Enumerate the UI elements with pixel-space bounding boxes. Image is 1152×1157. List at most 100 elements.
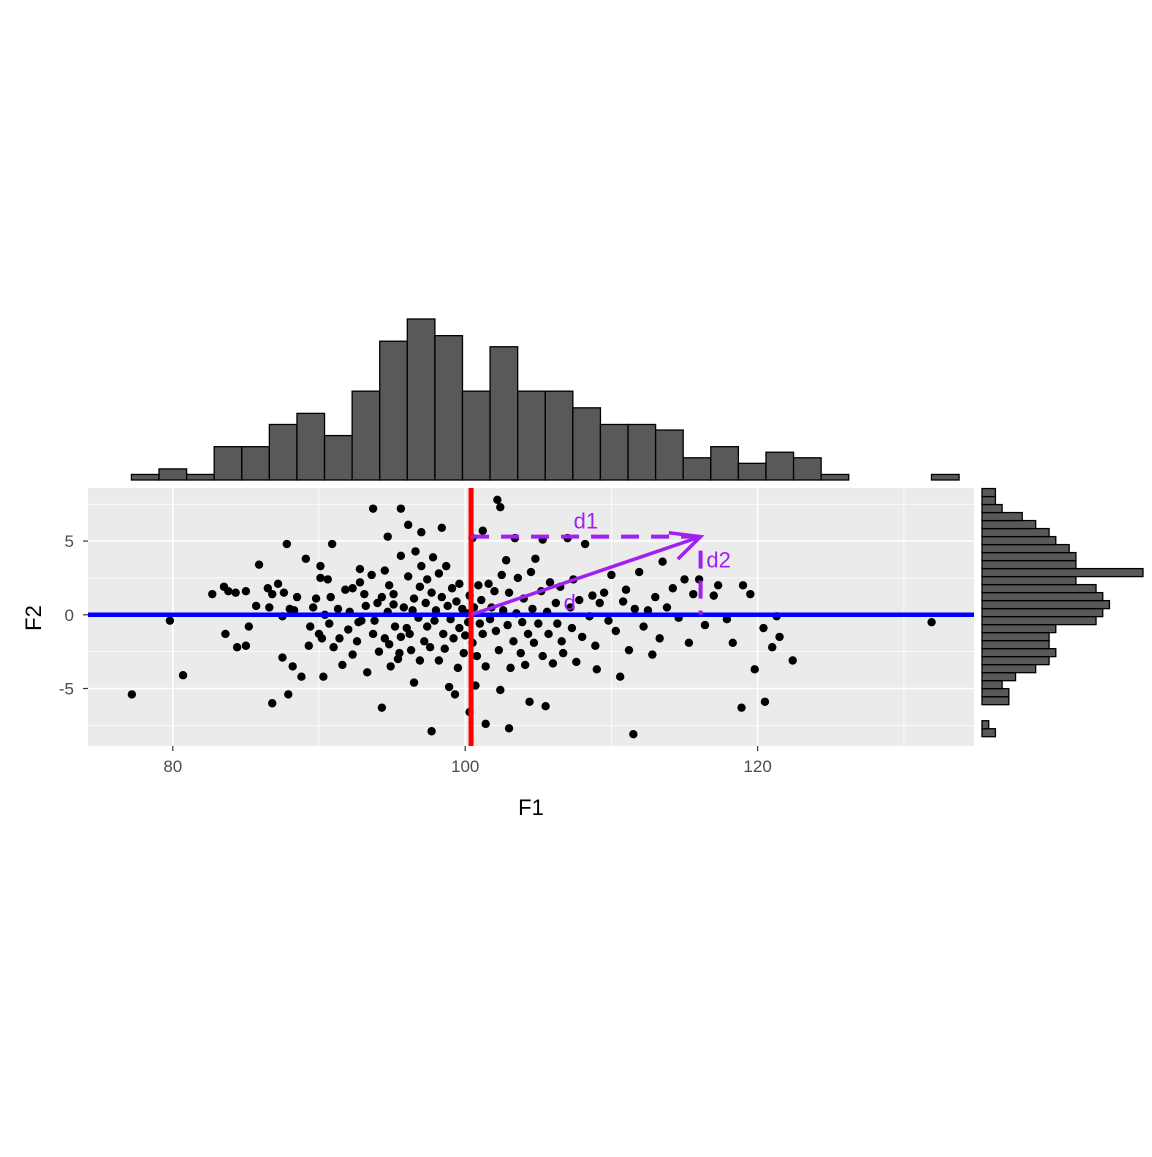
scatter-point — [607, 570, 616, 580]
scatter-point — [344, 625, 353, 634]
right-histogram — [981, 487, 1144, 738]
scatter-point — [221, 629, 230, 639]
scatter-point — [630, 604, 640, 614]
scatter-point — [384, 581, 394, 590]
y-tick-label: 5 — [65, 532, 74, 551]
top-histogram-bar — [268, 423, 298, 481]
scatter-point — [360, 589, 369, 599]
scatter-point — [575, 595, 584, 605]
scatter-point — [523, 629, 533, 639]
scatter-point — [370, 616, 379, 625]
top-histogram-bar — [682, 457, 712, 481]
right-histogram-bar — [981, 623, 1057, 634]
scatter-point — [746, 589, 755, 599]
scatter-point — [651, 592, 660, 602]
scatter-point — [491, 626, 501, 636]
reference-lines — [88, 488, 974, 746]
scatter-point — [251, 601, 261, 611]
scatter-point — [273, 579, 283, 589]
scatter-point — [335, 634, 344, 643]
d-vector-line — [470, 534, 702, 617]
right-histogram-bar — [981, 503, 1003, 514]
scatter-point — [557, 637, 566, 646]
scatter-point — [427, 727, 436, 736]
scatter-point — [494, 645, 504, 655]
scatter-point — [361, 601, 370, 611]
scatter-point — [390, 622, 400, 631]
scatter-point — [421, 598, 430, 608]
right-histogram-bar — [981, 575, 1077, 586]
right-histogram-bar — [981, 664, 1037, 674]
scatter-point — [437, 592, 447, 602]
scatter-point — [428, 553, 438, 562]
scatter-point — [503, 620, 512, 630]
scatter-point — [326, 592, 335, 602]
scatter-point — [297, 672, 306, 681]
label-d2: d2 — [706, 548, 730, 573]
scatter-point — [306, 622, 315, 631]
scatter-point — [668, 584, 678, 593]
scatter-point — [501, 556, 511, 565]
scatter-point — [415, 582, 425, 591]
scatter-point — [377, 703, 387, 712]
axes: 80 100 120 -5 0 5 — [59, 532, 772, 776]
scatter-point — [352, 637, 362, 646]
scatter-point — [634, 567, 644, 577]
scatter-point — [558, 648, 568, 658]
scatter-point — [447, 584, 457, 593]
y-tick-label: 0 — [65, 606, 74, 625]
scatter-point — [459, 648, 468, 658]
scatter-point — [289, 606, 299, 615]
scatter-point — [588, 591, 597, 600]
top-histogram-bar — [323, 434, 353, 481]
x-tick-label: 80 — [163, 757, 182, 776]
scatter-point — [520, 660, 530, 670]
right-histogram-bar — [981, 527, 1050, 538]
right-histogram-bar — [981, 728, 997, 738]
scatter-point — [525, 697, 534, 706]
scatter-point — [440, 644, 449, 653]
scatter-point — [282, 539, 292, 549]
scatter-point — [722, 615, 732, 624]
right-histogram-bar — [981, 519, 1037, 530]
scatter-point — [434, 569, 444, 578]
scatter-point — [396, 504, 406, 513]
scatter-point — [403, 520, 413, 530]
right-histogram-bar — [981, 495, 997, 506]
scatter-point — [551, 598, 561, 608]
scatter-point — [662, 603, 672, 612]
scatter-point — [737, 703, 746, 712]
scatter-point — [713, 581, 723, 590]
scatter-point — [425, 643, 435, 652]
right-histogram-bar — [981, 543, 1070, 554]
scatter-point — [529, 638, 539, 647]
scatter-point — [461, 631, 470, 640]
scatter-point — [531, 554, 540, 563]
scatter-point — [415, 656, 425, 665]
scatter-point — [368, 504, 378, 513]
scatter-point — [374, 647, 384, 656]
scatter-point — [304, 641, 313, 650]
scatter-point — [327, 539, 337, 549]
x-tick-label: 100 — [451, 757, 479, 776]
scatter-point — [509, 637, 518, 646]
scatter-point — [278, 653, 287, 662]
scatter-point — [373, 598, 382, 608]
scatter-point — [409, 678, 419, 687]
scatter-point — [689, 589, 698, 599]
scatter-point — [648, 650, 657, 659]
scatter-point — [604, 616, 613, 625]
top-histogram-bar — [544, 390, 574, 481]
scatter-point — [380, 566, 389, 575]
scatter-point — [268, 589, 277, 599]
scatter-point — [301, 554, 311, 563]
scatter-point — [927, 617, 936, 627]
top-histogram-bar — [517, 390, 546, 481]
scatter-point — [319, 672, 328, 681]
scatter-point — [444, 682, 454, 692]
top-histogram-bar — [489, 346, 519, 481]
scatter-point — [450, 690, 460, 699]
scatter-point — [580, 539, 590, 549]
scatter-point — [728, 638, 737, 647]
scatter-point — [518, 617, 527, 627]
